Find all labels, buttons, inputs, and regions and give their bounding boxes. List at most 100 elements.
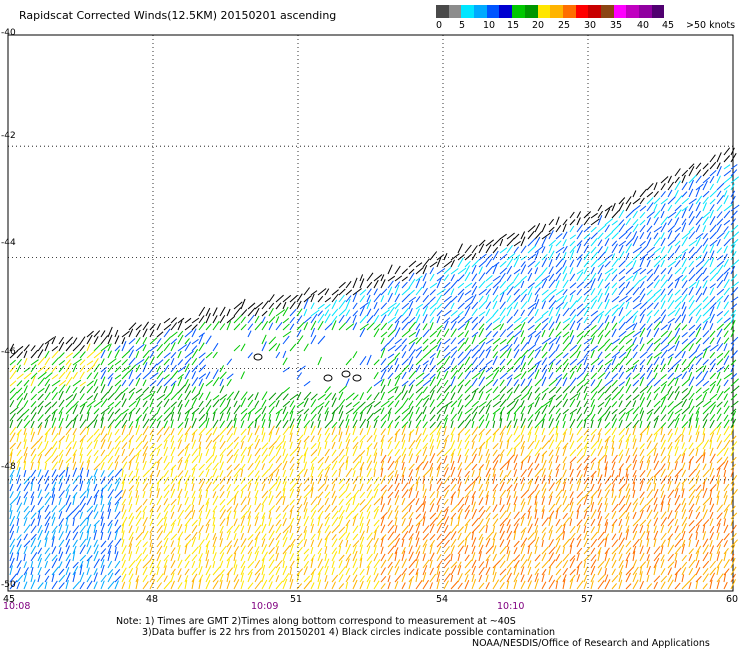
wind-barb — [429, 376, 436, 387]
wind-barb — [583, 406, 589, 415]
wind-barb — [674, 176, 680, 184]
wind-barb — [86, 481, 91, 492]
wind-barb — [149, 344, 159, 352]
wind-barb — [478, 259, 487, 268]
wind-barb — [198, 481, 205, 492]
wind-barb — [380, 400, 390, 408]
wind-barb — [303, 452, 307, 464]
wind-barb — [296, 321, 305, 331]
wind-barb — [464, 413, 471, 422]
wind-barb — [219, 448, 227, 457]
wind-barb — [555, 374, 563, 380]
wind-barb — [492, 460, 499, 471]
wind-barb — [429, 421, 436, 429]
wind-barb — [667, 372, 675, 380]
wind-barb — [93, 414, 99, 422]
wind-barb — [534, 411, 541, 422]
wind-barb — [520, 530, 526, 541]
wind-barb — [93, 558, 100, 569]
wind-barb — [611, 503, 619, 513]
wind-barb — [730, 463, 736, 471]
wind-barb — [667, 225, 676, 233]
wind-barb — [135, 329, 141, 338]
wind-barb — [387, 545, 395, 555]
wind-barb — [345, 503, 351, 513]
wind-barb — [597, 489, 602, 499]
wind-barb — [30, 476, 36, 485]
wind-barb — [618, 476, 625, 485]
wind-barb — [541, 527, 547, 534]
wind-barb — [254, 536, 258, 548]
wind-barb — [674, 546, 682, 555]
wind-barb — [583, 553, 591, 562]
wind-barb — [289, 574, 293, 583]
wind-barb — [107, 550, 111, 562]
wind-barb — [373, 359, 380, 366]
wind-barb — [590, 554, 597, 562]
wind-barb — [632, 379, 640, 387]
wind-barb — [198, 378, 203, 387]
wind-barb — [464, 370, 472, 380]
wind-barb — [716, 182, 725, 191]
wind-barb — [240, 454, 245, 464]
wind-barb — [135, 343, 145, 352]
wind-barb — [79, 336, 86, 345]
wind-barb — [429, 503, 435, 513]
wind-barb — [478, 337, 487, 345]
colorbar-swatch — [588, 5, 601, 18]
wind-barb — [541, 257, 548, 268]
wind-barb — [163, 511, 169, 520]
wind-barb — [317, 468, 324, 478]
wind-barb — [58, 547, 62, 555]
wind-barb — [233, 552, 237, 562]
wind-barb — [16, 455, 23, 464]
wind-barb — [86, 372, 93, 380]
wind-barb — [226, 308, 231, 317]
wind-barb — [527, 480, 532, 492]
wind-barb — [730, 532, 737, 541]
wind-barb — [114, 349, 120, 359]
wind-barb — [702, 202, 707, 212]
wind-barb — [618, 251, 625, 261]
wind-barb — [499, 272, 506, 282]
wind-barb — [492, 323, 502, 331]
wind-barb — [464, 408, 473, 415]
wind-barb — [142, 477, 148, 485]
wind-barb — [121, 567, 127, 576]
wind-barb — [401, 276, 408, 282]
wind-barb — [114, 447, 120, 457]
wind-barb — [478, 505, 484, 513]
wind-barb — [646, 237, 652, 247]
wind-barb — [135, 425, 141, 436]
wind-barb — [569, 344, 578, 352]
wind-barb — [387, 575, 391, 583]
wind-barb — [597, 310, 605, 317]
wind-barb — [212, 315, 218, 324]
wind-barb — [44, 414, 51, 422]
wind-barb — [401, 466, 406, 478]
wind-barb — [30, 537, 36, 548]
wind-barb — [366, 525, 369, 534]
wind-barb — [674, 427, 679, 436]
wind-barb — [527, 560, 532, 569]
wind-barb — [107, 469, 114, 478]
wind-barb — [653, 356, 660, 366]
wind-barb — [219, 538, 223, 548]
wind-barb — [191, 531, 198, 541]
wind-barb — [240, 463, 246, 471]
wind-barb — [324, 536, 328, 548]
wind-barb — [576, 307, 585, 317]
wind-barb — [163, 385, 168, 394]
wind-barb — [366, 519, 371, 527]
wind-barb — [639, 397, 646, 408]
wind-barb — [436, 496, 442, 506]
wind-barb — [660, 581, 666, 590]
wind-barb — [639, 373, 646, 380]
wind-barb — [86, 517, 90, 527]
wind-barb — [233, 301, 243, 310]
wind-barb — [611, 408, 618, 415]
wind-barb — [604, 363, 612, 373]
wind-barb — [660, 447, 666, 457]
wind-barb — [478, 551, 482, 562]
wind-barb — [632, 469, 637, 478]
